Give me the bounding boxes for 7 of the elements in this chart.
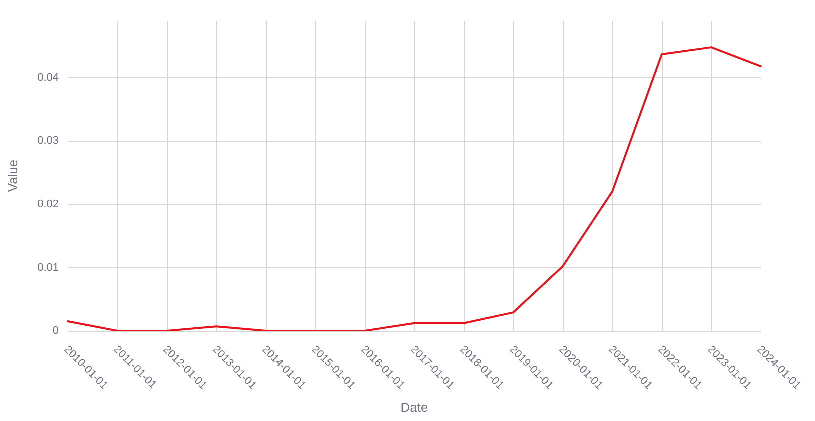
y-tick-label: 0.03 [38, 135, 59, 148]
x-axis-title: Date [400, 400, 428, 415]
y-tick-label: 0.01 [38, 262, 59, 274]
y-tick-label: 0.02 [38, 198, 59, 210]
y-tick-label: 0.04 [38, 72, 59, 84]
y-axis-title: Value [5, 160, 20, 192]
y-tick-label: 0 [52, 325, 59, 338]
